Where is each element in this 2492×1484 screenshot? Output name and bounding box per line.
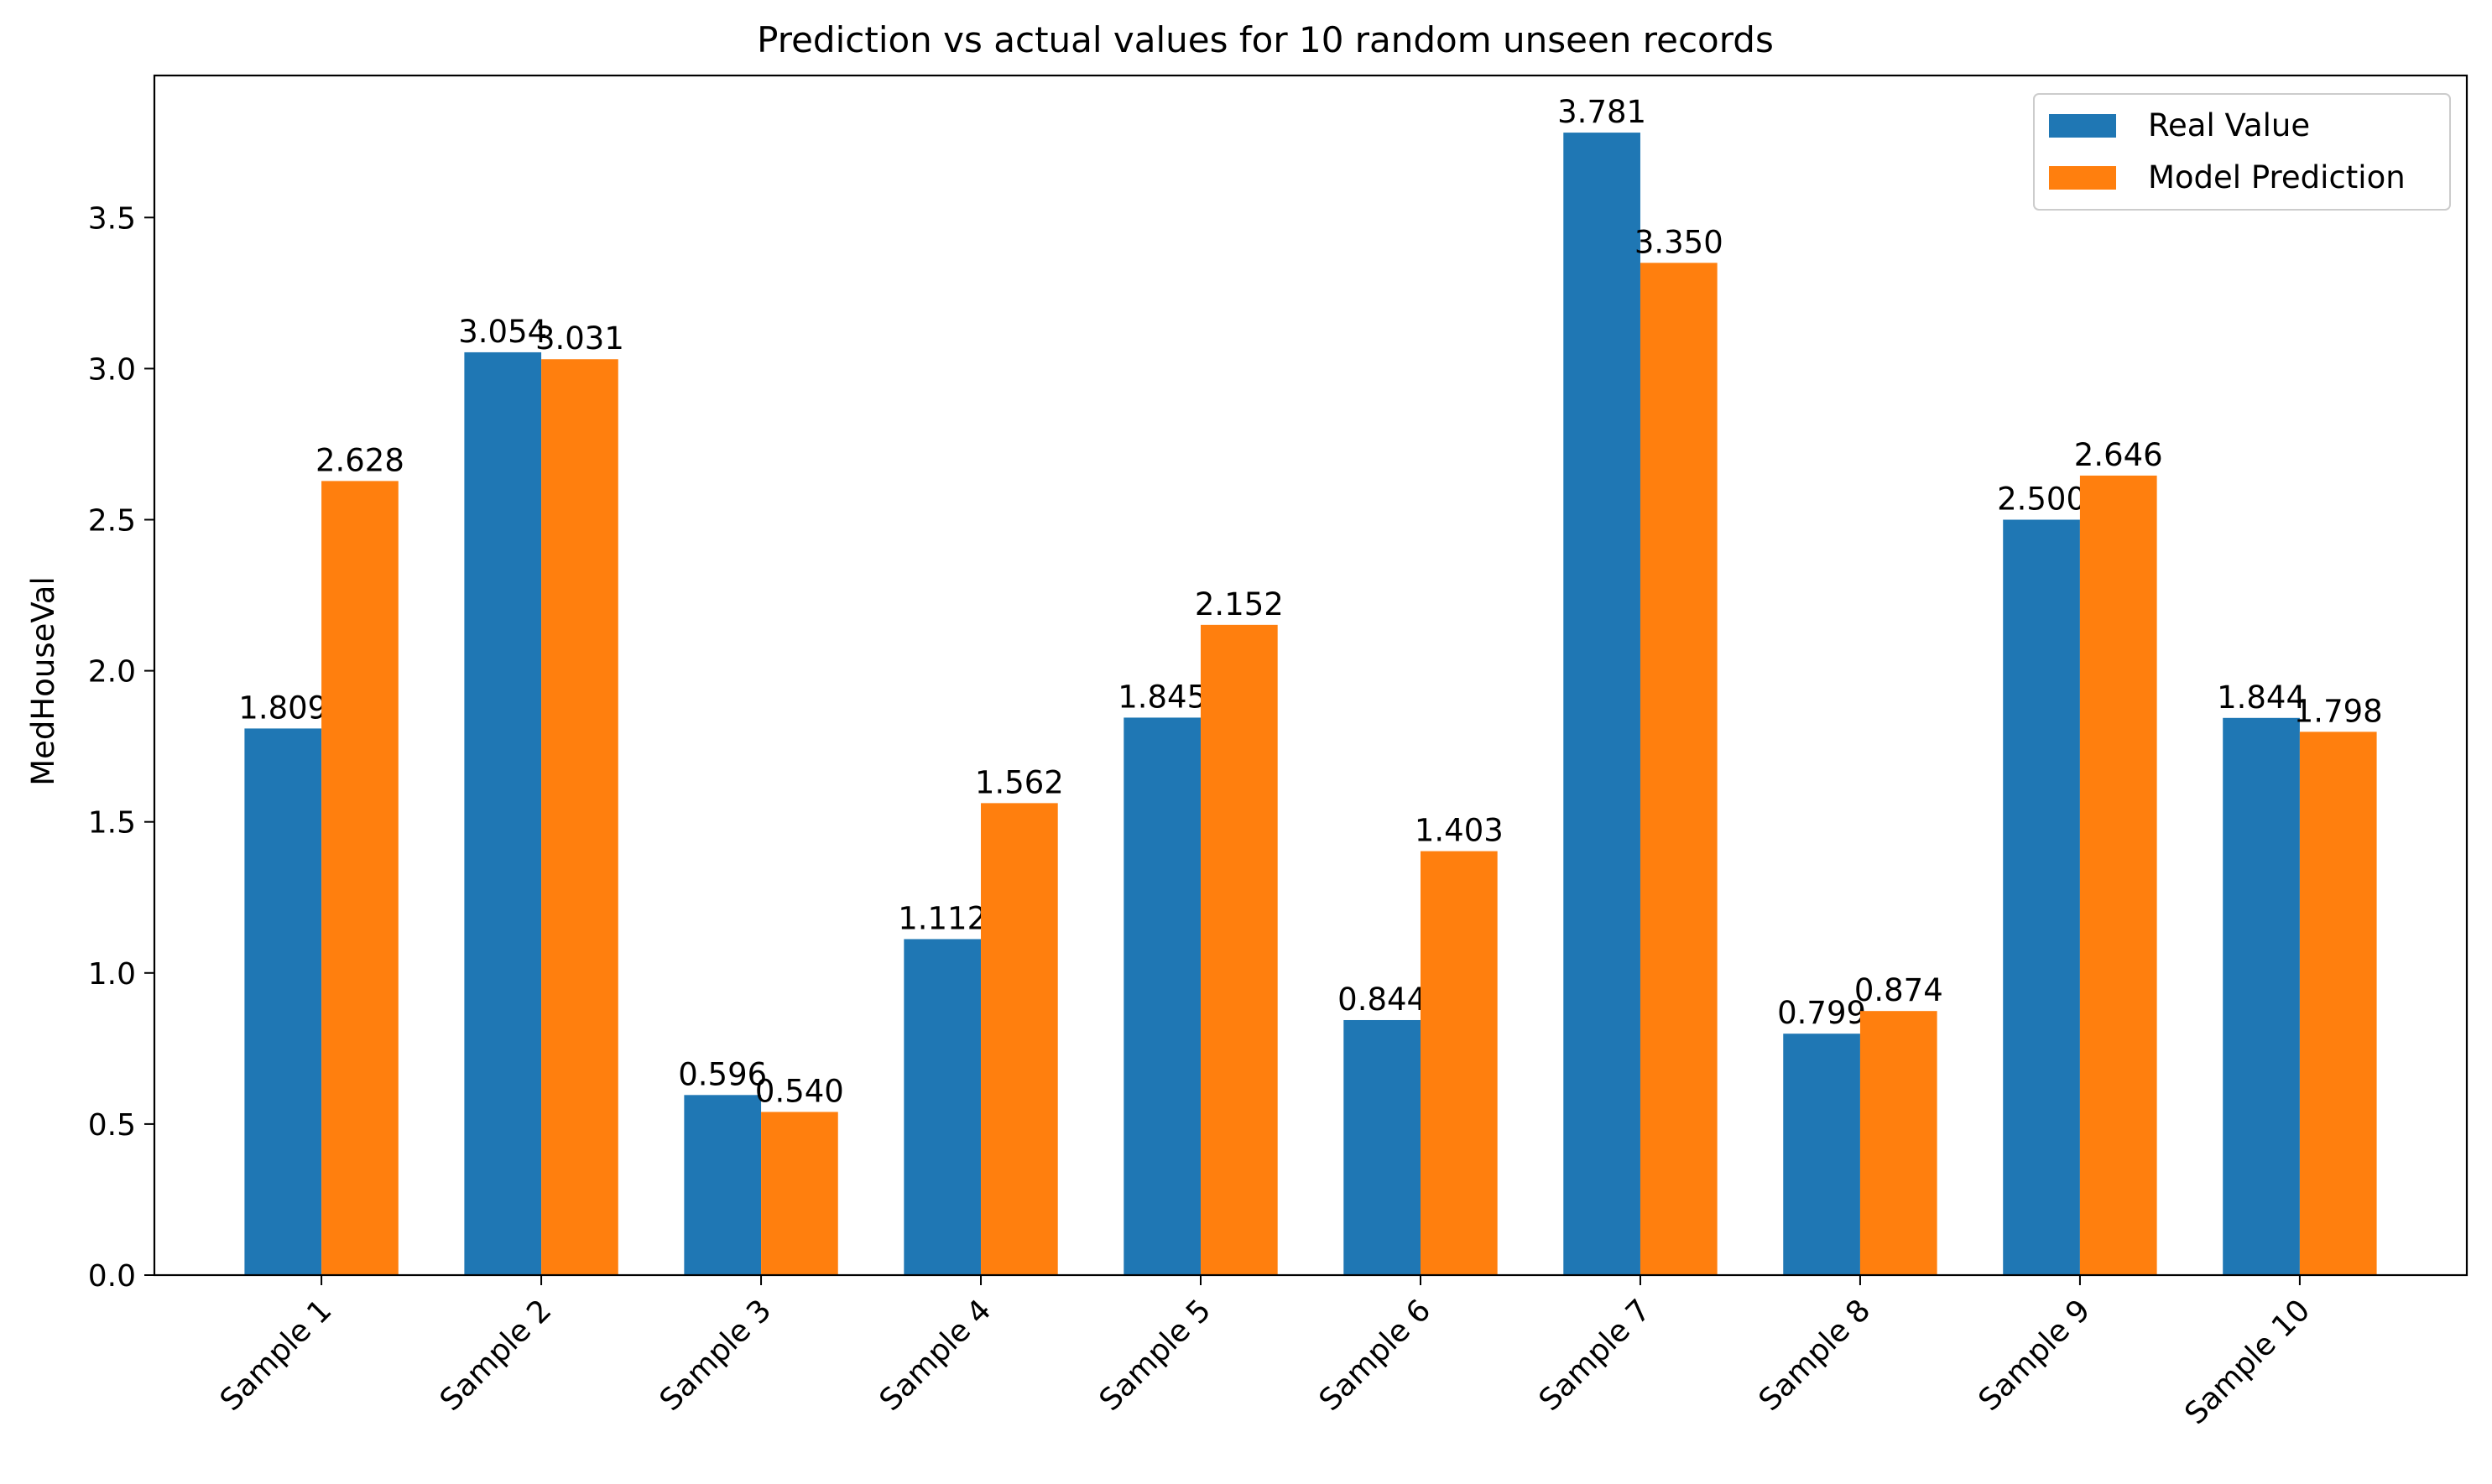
y-axis-label: MedHouseVal <box>25 576 61 786</box>
y-tick-label: 0.5 <box>88 1108 136 1143</box>
bar-value-label: 0.844 <box>1337 982 1426 1018</box>
bar-value-label: 0.799 <box>1777 995 1866 1031</box>
legend-label: Real Value <box>2148 107 2310 143</box>
bar-real-1 <box>244 728 322 1275</box>
legend-label: Model Prediction <box>2148 159 2406 195</box>
bar-prediction-1 <box>321 481 399 1275</box>
bar-value-label: 0.874 <box>1854 972 1943 1008</box>
bar-value-label: 2.500 <box>1997 482 2086 518</box>
bar-value-label: 1.403 <box>1415 813 1504 849</box>
legend-swatch-real <box>2049 114 2116 138</box>
plot-frame <box>153 74 2469 1277</box>
bar-real-6 <box>1343 1019 1421 1275</box>
bar-value-label: 2.646 <box>2074 437 2163 473</box>
bar-real-9 <box>2003 519 2080 1275</box>
bar-value-label: 2.152 <box>1195 586 1284 622</box>
bar-value-label: 3.781 <box>1557 94 1646 130</box>
y-tick-label: 2.0 <box>88 655 136 690</box>
x-tick-label: Sample 2 <box>434 1293 559 1418</box>
bar-prediction-10 <box>2299 732 2377 1275</box>
bar-real-4 <box>904 939 982 1275</box>
y-tick-label: 1.0 <box>88 957 136 992</box>
bar-value-label: 1.798 <box>2294 693 2383 729</box>
bar-prediction-4 <box>981 803 1058 1275</box>
bar-real-8 <box>1783 1034 1860 1275</box>
bar-value-label: 1.845 <box>1118 679 1207 715</box>
bar-value-label: 1.562 <box>975 764 1064 800</box>
bar-prediction-5 <box>1201 624 1278 1275</box>
bar-prediction-8 <box>1859 1011 1937 1275</box>
y-tick-label: 2.5 <box>88 503 136 538</box>
x-tick-label: Sample 4 <box>873 1293 998 1418</box>
chart-title: Prediction vs actual values for 10 rando… <box>757 19 1774 60</box>
bar-value-label: 3.054 <box>458 314 547 350</box>
x-tick-label: Sample 9 <box>1973 1293 2098 1418</box>
x-tick-label: Sample 7 <box>1533 1293 1658 1418</box>
bar-prediction-2 <box>541 359 618 1276</box>
bar-value-label: 1.809 <box>238 690 327 726</box>
plot-area: 1.809 3.054 0.596 1.112 1.845 0.844 3.781 0.799… <box>88 74 2469 1431</box>
y-tick-label: 1.5 <box>88 806 136 841</box>
bar-value-label: 2.628 <box>315 442 404 478</box>
bar-value-label: 0.596 <box>678 1056 767 1092</box>
bar-prediction-7 <box>1640 263 1718 1275</box>
bar-prediction-3 <box>761 1112 838 1275</box>
bar-value-label: 1.112 <box>898 900 987 936</box>
bar-real-3 <box>684 1095 762 1275</box>
bar-real-10 <box>2223 717 2300 1275</box>
x-tick-label: Sample 10 <box>2178 1293 2317 1431</box>
bar-value-label: 3.350 <box>1634 224 1723 260</box>
legend-box <box>2033 93 2451 211</box>
bar-value-label: 0.540 <box>755 1073 844 1109</box>
y-tick-label: 3.0 <box>88 352 136 387</box>
y-tick-label: 3.5 <box>88 201 136 236</box>
bar-prediction-9 <box>2079 475 2157 1275</box>
x-tick-label: Sample 3 <box>654 1293 779 1418</box>
legend-swatch-prediction <box>2049 166 2116 190</box>
bar-real-5 <box>1123 717 1202 1275</box>
x-tick-label: Sample 8 <box>1753 1293 1878 1418</box>
bar-real-2 <box>464 351 542 1276</box>
bar-prediction-6 <box>1420 851 1498 1275</box>
bar-value-label: 3.031 <box>535 320 624 357</box>
bar-real-7 <box>1563 133 1640 1276</box>
x-tick-label: Sample 6 <box>1313 1293 1438 1418</box>
legend: Real Value Model Prediction <box>2033 93 2451 211</box>
x-tick-label: Sample 1 <box>214 1293 339 1418</box>
y-tick-label: 0.0 <box>88 1259 136 1294</box>
bar-value-label: 1.844 <box>2217 680 2306 716</box>
x-tick-label: Sample 5 <box>1093 1293 1218 1418</box>
